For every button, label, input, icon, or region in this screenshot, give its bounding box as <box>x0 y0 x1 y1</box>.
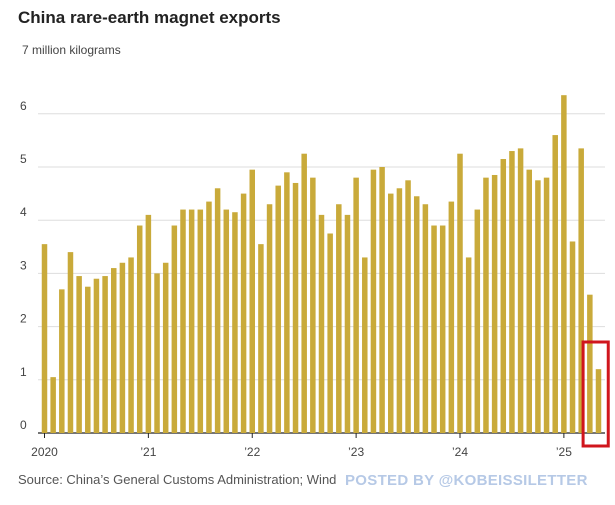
highlight-box-group <box>581 340 610 448</box>
bar <box>422 204 429 433</box>
bar <box>379 167 385 433</box>
y-tick-label: 2 <box>20 312 27 326</box>
bar <box>102 276 108 433</box>
bar <box>310 177 316 433</box>
bar <box>396 188 403 433</box>
y-axis-unit-label: 7 million kilograms <box>22 43 121 57</box>
bar <box>569 241 576 433</box>
x-tick-label: 2020 <box>31 445 58 459</box>
bar <box>136 225 143 433</box>
bar <box>595 369 602 433</box>
bar <box>128 257 134 433</box>
bar <box>188 209 195 433</box>
bar <box>180 209 186 433</box>
bar <box>388 193 394 433</box>
bar <box>483 177 489 433</box>
bar <box>171 225 178 433</box>
x-tick-labels: 2020 ’21 ’22 ’23 ’24 ’25 <box>31 433 572 459</box>
bar <box>67 252 74 433</box>
bar <box>457 153 463 433</box>
bar <box>439 225 446 433</box>
x-tick-label: ’23 <box>348 445 364 459</box>
y-tick-label: 5 <box>20 152 27 166</box>
bar <box>509 151 515 434</box>
y-tick-label: 4 <box>20 205 27 219</box>
bar <box>41 244 48 433</box>
highlight-box <box>581 340 610 448</box>
watermark: POSTED BY @KOBEISSILETTER <box>345 472 588 489</box>
bar <box>249 169 255 433</box>
bar <box>258 244 264 433</box>
bar <box>93 278 100 433</box>
bar <box>197 209 204 433</box>
bar-series <box>41 95 602 434</box>
y-tick-label: 3 <box>20 258 27 272</box>
bar <box>500 159 507 433</box>
bar <box>353 177 359 433</box>
bar <box>344 214 351 433</box>
bar <box>336 204 342 433</box>
bar <box>292 182 299 433</box>
bar <box>327 233 333 433</box>
bar <box>206 201 212 433</box>
bar <box>413 196 420 433</box>
bar <box>154 273 160 433</box>
bar <box>145 214 152 433</box>
chart-title: China rare-earth magnet exports <box>18 8 281 27</box>
y-tick-label: 6 <box>20 99 27 113</box>
bar <box>275 185 281 433</box>
bar <box>162 262 169 433</box>
bar <box>448 201 455 433</box>
bar <box>578 148 584 433</box>
bar <box>526 169 532 433</box>
bar <box>465 257 472 433</box>
bar <box>535 180 541 433</box>
bar <box>517 148 524 433</box>
bar <box>76 276 82 433</box>
bar <box>85 286 91 433</box>
bar <box>431 225 437 433</box>
y-tick-label: 0 <box>20 418 27 432</box>
x-tick-label: ’25 <box>556 445 572 459</box>
bar <box>561 95 567 434</box>
x-tick-label: ’21 <box>140 445 156 459</box>
bar <box>543 177 550 433</box>
bar <box>111 268 117 433</box>
bar <box>223 209 230 433</box>
bar <box>50 377 56 433</box>
bar <box>362 257 368 433</box>
bar <box>119 262 126 433</box>
bar <box>266 204 273 433</box>
bar <box>405 180 411 433</box>
bar <box>240 193 247 433</box>
y-tick-labels: 0 1 2 3 4 5 6 <box>20 99 27 432</box>
bar <box>214 188 221 433</box>
bar <box>232 212 238 433</box>
bar <box>491 174 498 434</box>
bar-chart: 0 1 2 3 4 5 6 2020 ’21 ’22 ’23 ’24 ’25 <box>20 95 610 459</box>
y-tick-label: 1 <box>20 365 27 379</box>
bar <box>474 209 481 433</box>
bar <box>318 214 325 433</box>
bar <box>370 169 377 433</box>
bar <box>301 153 307 433</box>
x-tick-label: ’22 <box>244 445 260 459</box>
x-tick-label: ’24 <box>452 445 468 459</box>
bar <box>587 294 593 433</box>
bar <box>59 289 65 433</box>
bar <box>284 172 290 433</box>
source-note: Source: China’s General Customs Administ… <box>18 472 337 487</box>
bar <box>552 135 558 433</box>
